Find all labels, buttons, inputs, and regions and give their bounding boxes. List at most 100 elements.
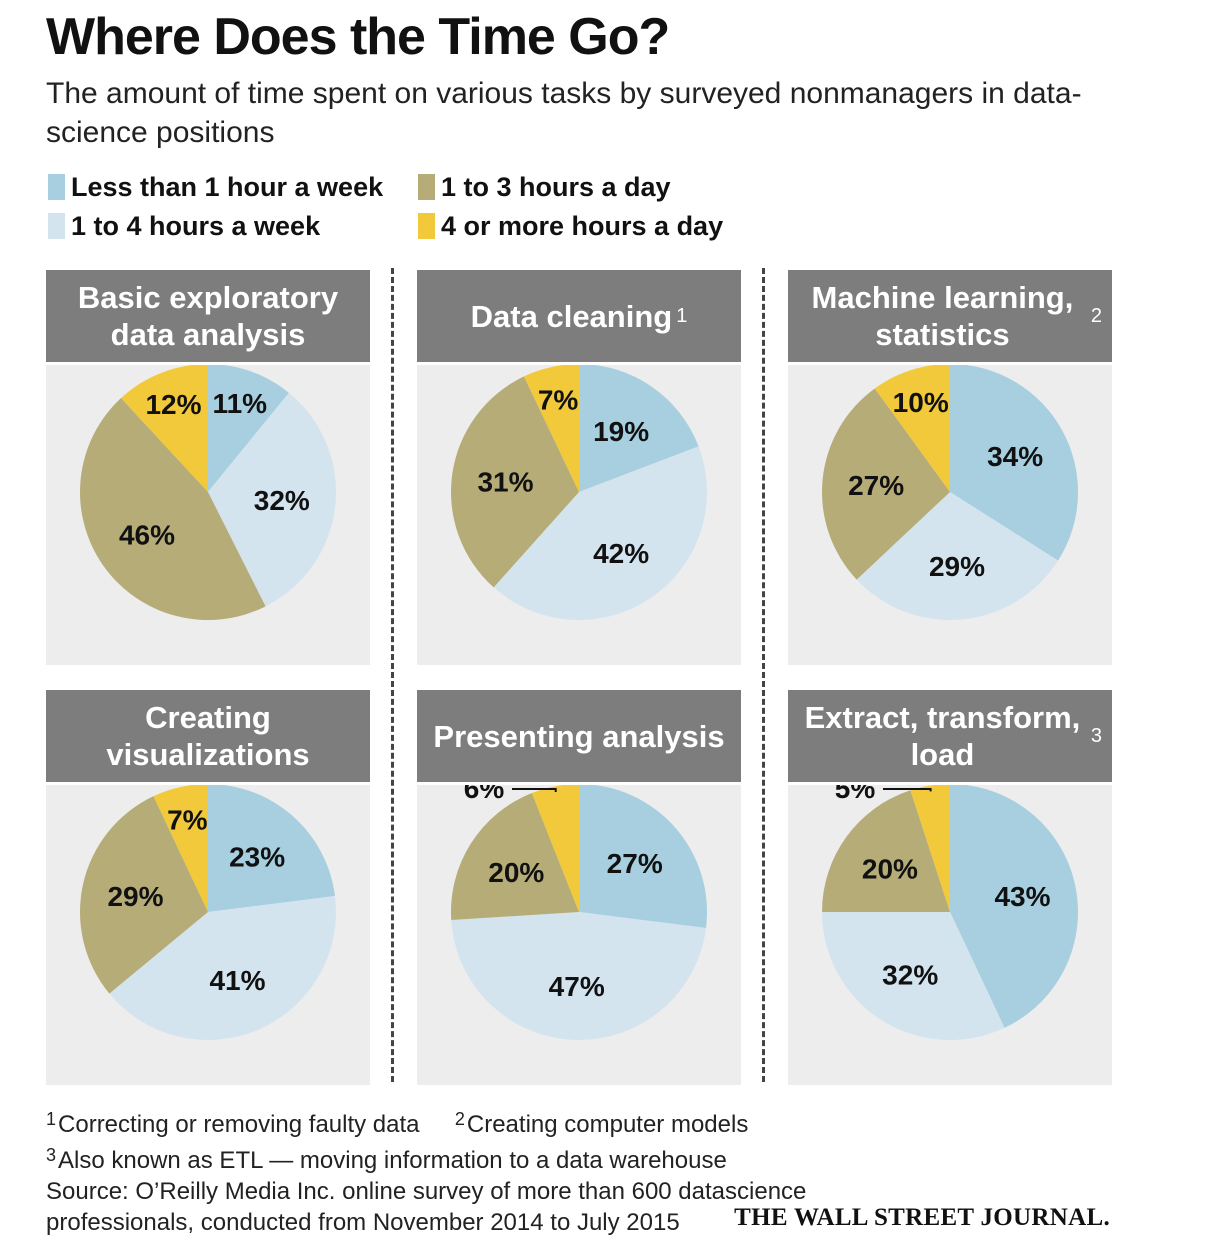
pie-slice-label: 27% [848, 470, 904, 501]
pie-slice-less-than-1-hour-a-week [950, 365, 1078, 561]
pie-chart: 27% 47% 20% 6% [450, 785, 707, 1041]
legend-item-4-or-more-hours-day: 4 or more hours a day [418, 209, 723, 243]
pie-slice-4-or-more-hours-a-day [523, 365, 579, 492]
panel-data-cleaning: Data cleaning 1 19% 42% 31% 7% [417, 270, 741, 665]
panel-title: Extract, transform, load 3 [788, 690, 1112, 782]
panel-title-text: Presenting analysis [433, 718, 725, 754]
pie-slice-label: 7% [167, 805, 208, 836]
panel-basic-exploratory-data-analysis: Basic exploratory data analysis 11% 32% 46%… [46, 270, 370, 665]
pie-slice-label: 47% [549, 971, 605, 1002]
pie-slice-less-than-1-hour-a-week [208, 785, 335, 912]
pie-slice-label: 5% [835, 785, 876, 804]
legend-swatch [418, 174, 435, 200]
panel-title-text: Creating visualizations [106, 700, 310, 772]
legend-item-less-than-1-hour-week: Less than 1 hour a week [48, 170, 383, 204]
pie-slice-1-to-3-hours-a-day [822, 790, 950, 912]
legend-label: 1 to 3 hours a day [441, 172, 671, 202]
pie-slice-label: 31% [477, 466, 533, 497]
label-leader-line [512, 788, 557, 792]
pie-chart-area: 34% 29% 27% 10% [788, 365, 1112, 665]
pie-slice-label: 10% [893, 387, 949, 418]
pie-slice-label: 34% [987, 441, 1043, 472]
pie-slice-1-to-3-hours-a-day [80, 398, 266, 621]
pie-slice-1-to-4-hours-a-week [451, 912, 706, 1041]
pie-slice-label: 41% [209, 965, 265, 996]
pie-chart-area: 19% 42% 31% 7% [417, 365, 741, 665]
pie-slice-less-than-1-hour-a-week [579, 785, 707, 929]
footnote-marker: 3 [1090, 724, 1102, 747]
pie-chart: 34% 29% 27% 10% [822, 365, 1078, 620]
pie-slice-label: 29% [107, 881, 163, 912]
panel-presenting-analysis: Presenting analysis 27% 47% 20% 6% [417, 690, 741, 1085]
pie-slice-less-than-1-hour-a-week [208, 365, 289, 492]
pie-chart: 11% 32% 46% 12% [80, 365, 336, 621]
pie-slice-1-to-4-hours-a-week [493, 446, 707, 620]
pie-slice-1-to-4-hours-a-week [822, 912, 1005, 1041]
footnote-line: 1Correcting or removing faulty data 2Cre… [46, 1104, 1166, 1140]
publisher-credit: THE WALL STREET JOURNAL. [734, 1204, 1110, 1231]
pie-chart-area: 11% 32% 46% 12% [46, 365, 370, 665]
pie-slice-1-to-4-hours-a-week [856, 492, 1059, 620]
legend-swatch [418, 213, 435, 239]
label-leader-line [883, 788, 932, 792]
pie-slice-label: 42% [593, 538, 649, 569]
pie-slice-label: 20% [488, 857, 544, 888]
panel-title-text: Machine learning, statistics [811, 280, 1074, 352]
column-divider [391, 268, 394, 1082]
panel-title-text: Basic exploratory data analysis [77, 280, 339, 352]
panel-creating-visualizations: Creating visualizations 23% 41% 29% 7% [46, 690, 370, 1085]
pie-chart: 43% 32% 20% 5% [822, 785, 1078, 1041]
pie-chart-area: 27% 47% 20% 6% [417, 785, 741, 1085]
pie-slice-1-to-3-hours-a-day [79, 796, 208, 994]
pie-slice-4-or-more-hours-a-day [121, 365, 208, 492]
chart-subtitle: The amount of time spent on various task… [46, 77, 1082, 149]
panel-extract-transform-load: Extract, transform, load 3 43% 32% 20% 5% [788, 690, 1112, 1085]
pie-slice-1-to-3-hours-a-day [822, 388, 950, 580]
pie-slice-label: 43% [994, 881, 1050, 912]
pie-slice-1-to-3-hours-a-day [450, 792, 579, 921]
pie-slice-4-or-more-hours-a-day [910, 785, 950, 912]
panel-title: Presenting analysis [417, 690, 741, 782]
pie-slice-label: 20% [862, 853, 918, 884]
legend-label: 1 to 4 hours a week [71, 211, 321, 241]
legend-swatch [48, 174, 65, 200]
panel-title: Basic exploratory data analysis [46, 270, 370, 362]
footnote-marker: 1 [46, 1109, 57, 1129]
footnote-marker: 2 [454, 1109, 465, 1129]
pie-slice-label: 46% [119, 519, 175, 550]
panel-title: Data cleaning 1 [417, 270, 741, 362]
pie-slice-label: 29% [929, 551, 985, 582]
pie-chart-area: 43% 32% 20% 5% [788, 785, 1112, 1085]
pie-chart-area: 23% 41% 29% 7% [46, 785, 370, 1085]
pie-chart: 23% 41% 29% 7% [79, 785, 336, 1041]
pie-slice-label: 11% [213, 388, 268, 419]
footnote-marker: 2 [1090, 304, 1102, 327]
footnote-text: Also known as ETL — moving information t… [58, 1147, 727, 1174]
column-divider [762, 268, 765, 1082]
source-line: Source: O’Reilly Media Inc. online surve… [46, 1178, 807, 1205]
pie-slice-1-to-4-hours-a-week [109, 895, 336, 1041]
legend-item-1-to-3-hours-day: 1 to 3 hours a day [418, 170, 671, 204]
source-line: professionals, conducted from November 2… [46, 1209, 680, 1236]
footnotes: 1Correcting or removing faulty data 2Cre… [46, 1104, 1166, 1238]
pie-slice-label: 23% [229, 841, 285, 872]
pie-slice-1-to-4-hours-a-week [208, 392, 336, 607]
pie-chart: 19% 42% 31% 7% [451, 365, 707, 620]
pie-slice-less-than-1-hour-a-week [950, 785, 1078, 1028]
pie-slice-4-or-more-hours-a-day [153, 785, 208, 912]
pie-slice-label: 27% [607, 848, 663, 879]
panel-machine-learning-statistics: Machine learning, statistics 2 34% 29% 27% 10… [788, 270, 1112, 665]
pie-slice-label: 32% [254, 485, 310, 516]
panel-title: Machine learning, statistics 2 [788, 270, 1112, 362]
footnote-text: Correcting or removing faulty data [58, 1111, 420, 1138]
panel-title-text: Extract, transform, load [804, 700, 1081, 772]
footnote-line: 3Also known as ETL — moving information … [46, 1140, 1166, 1176]
pie-slice-label: 32% [882, 960, 938, 991]
pie-slice-4-or-more-hours-a-day [531, 785, 579, 912]
legend-item-1-to-4-hours-week: 1 to 4 hours a week [48, 209, 320, 243]
pie-slice-1-to-3-hours-a-day [451, 376, 579, 588]
pie-slice-label: 19% [593, 416, 649, 447]
legend-swatch [48, 213, 65, 239]
footnote-text: Creating computer models [466, 1111, 749, 1138]
pie-slice-less-than-1-hour-a-week [579, 365, 699, 492]
